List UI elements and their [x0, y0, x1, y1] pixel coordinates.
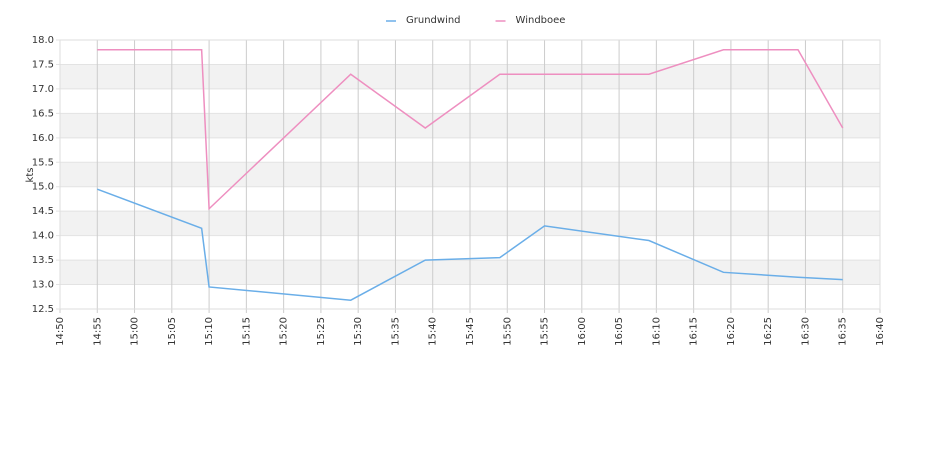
x-tick-label: 16:05 — [614, 317, 625, 346]
y-tick-label: 13.5 — [32, 255, 54, 266]
y-tick-label: 16.5 — [32, 108, 54, 119]
x-tick-label: 15:25 — [316, 317, 327, 346]
x-tick-label: 15:40 — [428, 317, 439, 346]
x-tick-label: 16:15 — [689, 317, 700, 346]
y-tick-label: 15.5 — [32, 157, 54, 168]
plot-frame — [59, 39, 881, 310]
x-tick-label: 16:10 — [651, 317, 662, 346]
series-line — [97, 188, 843, 301]
y-tick-label: 17.5 — [32, 59, 54, 70]
y-tick-label: 17.0 — [32, 84, 54, 95]
series-line — [97, 49, 844, 211]
x-tick-label: 15:05 — [167, 317, 178, 346]
x-tick-label: 16:25 — [763, 317, 774, 346]
y-tick-label: 14.5 — [32, 206, 54, 217]
x-tick-label: 15:35 — [390, 317, 401, 346]
x-tick-label: 15:50 — [502, 317, 513, 346]
x-tick-label: 16:35 — [838, 317, 849, 346]
legend-label: Grundwind — [406, 15, 461, 26]
y-tick-label: 12.5 — [32, 304, 54, 315]
x-tick-label: 15:55 — [540, 317, 551, 346]
y-tick-label: 16.0 — [32, 133, 54, 144]
x-tick-label: 15:00 — [130, 317, 141, 346]
y-tick-label: 18.0 — [32, 35, 54, 46]
x-tick-label: 15:30 — [353, 317, 364, 346]
legend-label: Windboee — [516, 15, 566, 26]
y-tick-label: 15.0 — [32, 182, 54, 193]
x-tick-label: 16:00 — [577, 317, 588, 346]
x-tick-label: 16:20 — [726, 317, 737, 346]
x-tick-label: 15:45 — [465, 317, 476, 346]
x-tick-label: 16:40 — [875, 317, 886, 346]
y-tick-label: 14.0 — [32, 231, 54, 242]
x-tick-label: 14:55 — [92, 317, 103, 346]
x-tick-label: 14:50 — [55, 317, 66, 346]
y-tick-label: 13.0 — [32, 280, 54, 291]
x-tick-label: 15:10 — [204, 317, 215, 346]
x-tick-label: 15:15 — [241, 317, 252, 346]
y-axis-label: kts — [25, 168, 36, 183]
x-tick-label: 16:30 — [800, 317, 811, 346]
x-tick-label: 15:20 — [279, 317, 290, 346]
